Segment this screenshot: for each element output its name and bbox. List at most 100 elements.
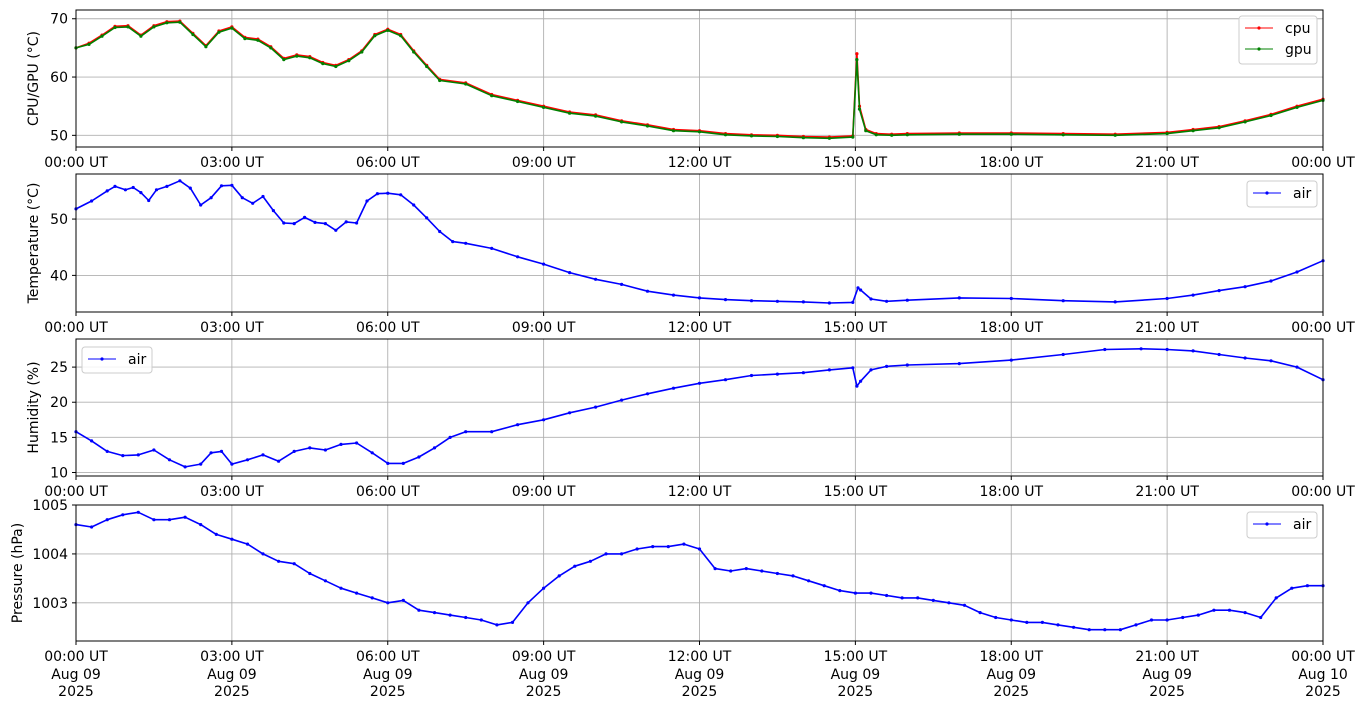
data-point (230, 183, 234, 187)
data-point (277, 559, 281, 563)
data-point (303, 215, 307, 219)
x-tick-label: 06:00 UT (356, 320, 420, 336)
data-point (1243, 356, 1247, 360)
data-point (851, 135, 855, 139)
y-tick-label: 10 (50, 465, 68, 481)
data-point (1191, 293, 1195, 297)
x-tick-label: 15:00 UT (824, 649, 888, 665)
x-tick-label: 18:00 UT (979, 320, 1043, 336)
data-point (568, 111, 572, 115)
data-point (386, 461, 390, 465)
data-point (723, 298, 728, 302)
data-point (1191, 349, 1195, 353)
legend-label: air (1293, 186, 1311, 202)
data-point (1305, 584, 1309, 588)
data-point (261, 453, 265, 457)
data-point (1113, 133, 1117, 137)
data-point (448, 613, 452, 617)
x-tick-label: 00:00 UT (1291, 484, 1355, 500)
data-point (1009, 358, 1013, 362)
legend-marker (1257, 47, 1261, 51)
data-point (1113, 300, 1117, 304)
data-point (516, 255, 520, 259)
data-point (869, 368, 873, 372)
data-point (323, 222, 327, 226)
data-point (399, 193, 403, 197)
data-point (1009, 296, 1013, 301)
data-point (645, 392, 650, 396)
data-point (1072, 625, 1076, 629)
data-point (209, 451, 213, 455)
data-point (1009, 132, 1013, 136)
data-point (791, 574, 795, 578)
data-point (152, 448, 156, 452)
data-point (183, 465, 187, 469)
data-point (308, 446, 312, 450)
series-line (75, 180, 1324, 304)
data-point (1103, 347, 1107, 352)
x-tick-label: 09:00 UT (512, 320, 576, 336)
x-tick-label: 15:00 UT (824, 320, 888, 336)
data-point (620, 282, 624, 286)
x-tick-label: 18:00 UT (979, 155, 1043, 171)
data-point (199, 523, 203, 527)
data-point (635, 547, 639, 551)
y-tick-label: 50 (50, 212, 68, 228)
data-point (251, 201, 255, 205)
data-point (723, 133, 728, 137)
y-tick-label: 1005 (32, 498, 68, 514)
x-tick-label: 18:00 UT (979, 484, 1043, 500)
x-tick-label: 00:00 UT (44, 649, 108, 665)
data-point (671, 386, 676, 390)
data-point (749, 373, 754, 378)
x-tick-label: 21:00 UT (1135, 649, 1199, 665)
data-point (516, 423, 520, 427)
data-point (801, 136, 806, 140)
x-tick-label: 00:00 UT (1291, 320, 1355, 336)
legend-box (1246, 180, 1318, 208)
x-tick-label: 03:00 UT (200, 155, 264, 171)
data-point (1165, 618, 1169, 622)
data-point (542, 105, 546, 109)
data-point (412, 50, 416, 54)
data-point (1227, 608, 1232, 612)
data-point (573, 564, 577, 568)
data-point (931, 598, 935, 603)
data-point (90, 525, 94, 529)
legend-marker (1257, 26, 1261, 30)
data-point (729, 569, 733, 573)
data-point (100, 34, 104, 38)
data-point (230, 462, 234, 466)
x-tick-label: 12:00 UT (668, 320, 732, 336)
data-point (308, 571, 312, 576)
data-point (1061, 352, 1065, 357)
data-point (219, 184, 224, 188)
data-point (775, 299, 780, 303)
data-point (516, 99, 520, 104)
data-point (344, 220, 348, 224)
data-point (323, 579, 327, 583)
data-point (1181, 615, 1185, 620)
data-point (760, 569, 764, 573)
data-point (962, 603, 967, 607)
x-tick-label: 06:00 UT (356, 155, 420, 171)
data-point (1295, 365, 1299, 369)
x-tick-year: 2025 (682, 684, 718, 700)
data-point (1212, 608, 1216, 612)
x-tick-date: Aug 10 (1298, 667, 1348, 683)
data-point (347, 59, 351, 63)
series-air (74, 179, 1325, 305)
series-air (74, 347, 1325, 469)
y-tick-label: 20 (50, 395, 68, 411)
data-point (957, 296, 961, 300)
data-point (167, 518, 172, 522)
data-point (209, 196, 213, 200)
data-point (542, 262, 546, 266)
data-point (339, 586, 343, 590)
legend-label: air (1293, 517, 1311, 533)
data-point (230, 26, 234, 30)
data-point (855, 58, 859, 62)
x-tick-label: 21:00 UT (1135, 484, 1199, 500)
data-point (1165, 347, 1169, 352)
data-point (188, 186, 192, 190)
